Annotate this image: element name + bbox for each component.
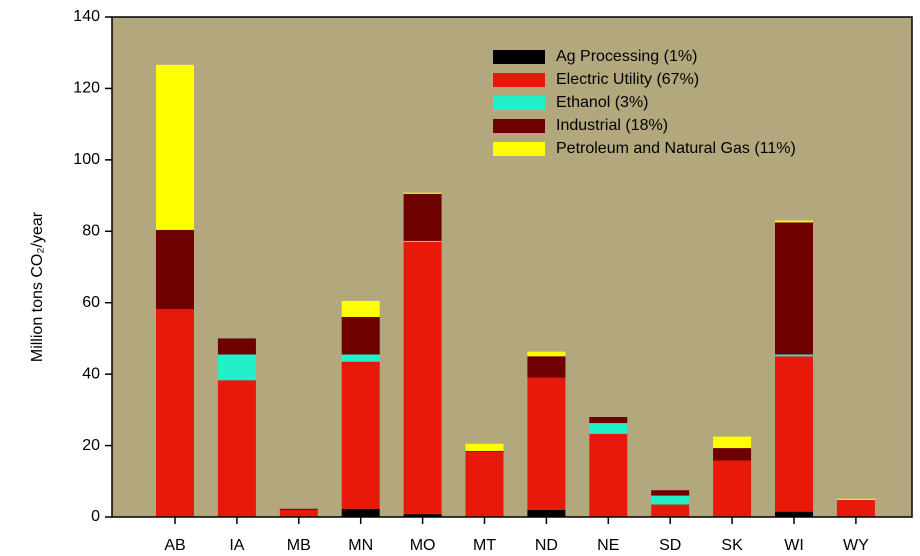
legend-label: Petroleum and Natural Gas (11%) xyxy=(556,140,796,157)
bar-segment xyxy=(836,499,875,517)
x-tick-label: MB xyxy=(287,537,311,554)
legend-swatch xyxy=(493,142,545,156)
bar-segment xyxy=(217,338,256,355)
x-tick-label: WY xyxy=(843,537,869,554)
bar-segment xyxy=(156,309,194,517)
bar-segment xyxy=(651,495,690,505)
bar-segment xyxy=(156,229,194,310)
legend-label: Ethanol (3%) xyxy=(556,94,649,111)
bar-segment xyxy=(341,317,380,355)
x-tick-label: MN xyxy=(348,537,373,554)
bar-segment xyxy=(651,504,690,517)
bar-segment xyxy=(403,193,442,241)
x-tick-label: AB xyxy=(164,537,185,554)
legend-swatch xyxy=(493,119,545,133)
legend-label: Industrial (18%) xyxy=(556,117,668,134)
bar-segment xyxy=(527,377,566,510)
bar-segment xyxy=(465,451,504,517)
y-tick-label: 140 xyxy=(73,8,100,25)
bar-segment xyxy=(775,220,813,223)
x-tick-label: MT xyxy=(473,537,496,554)
bar-segment xyxy=(713,436,752,449)
bar-segment xyxy=(217,354,256,381)
bar-segment xyxy=(403,192,442,194)
bar-segment xyxy=(713,448,752,461)
x-tick-label: ND xyxy=(535,537,558,554)
bar-segment xyxy=(589,433,628,517)
x-tick-label: WI xyxy=(784,537,804,554)
bar-segment xyxy=(341,300,380,317)
bar-segment xyxy=(217,380,256,517)
x-tick-label: NE xyxy=(597,537,619,554)
bar-segment xyxy=(341,354,380,362)
legend-label: Ag Processing (1%) xyxy=(556,48,697,65)
bar-segment xyxy=(279,509,318,517)
y-tick-label: 20 xyxy=(82,437,100,454)
bar-segment xyxy=(403,240,442,242)
bar-segment xyxy=(527,351,566,357)
y-tick-label: 40 xyxy=(82,365,100,382)
x-tick-label: SK xyxy=(721,537,743,554)
y-tick-label: 120 xyxy=(73,80,100,97)
y-tick-label: 0 xyxy=(91,508,100,525)
bar-segment xyxy=(403,514,442,517)
y-tick-label: 60 xyxy=(82,294,100,311)
bar-segment xyxy=(775,356,813,512)
x-tick-label: SD xyxy=(659,537,681,554)
bar-segment xyxy=(775,354,813,357)
bar-segment xyxy=(156,64,194,230)
y-axis-label: Million tons CO₂/year xyxy=(29,211,46,362)
bar-segment xyxy=(403,242,442,515)
bar-segment xyxy=(527,356,566,378)
bar-segment xyxy=(279,508,318,510)
bar-segment xyxy=(341,508,380,517)
legend-swatch xyxy=(493,50,545,64)
bar-segment xyxy=(651,490,690,496)
bar-segment xyxy=(775,222,813,355)
y-tick-label: 100 xyxy=(73,151,100,168)
bar-segment xyxy=(589,423,628,434)
bar-segment xyxy=(836,498,875,500)
bar-segment xyxy=(527,509,566,517)
x-tick-label: IA xyxy=(229,537,244,554)
bar-segment xyxy=(341,361,380,509)
legend-swatch xyxy=(493,73,545,87)
x-tick-label: MO xyxy=(410,537,436,554)
plot-frame xyxy=(111,16,913,518)
bar-segment xyxy=(465,443,504,451)
y-tick-label: 80 xyxy=(82,223,100,240)
bar-segment xyxy=(465,450,504,452)
legend: Ag Processing (1%) Electric Utility (67%)… xyxy=(493,48,796,157)
legend-label: Electric Utility (67%) xyxy=(556,71,699,88)
bar-segment xyxy=(713,460,752,517)
legend-swatch xyxy=(493,96,545,110)
bar-segment xyxy=(589,417,628,424)
bar-segment xyxy=(775,511,813,517)
